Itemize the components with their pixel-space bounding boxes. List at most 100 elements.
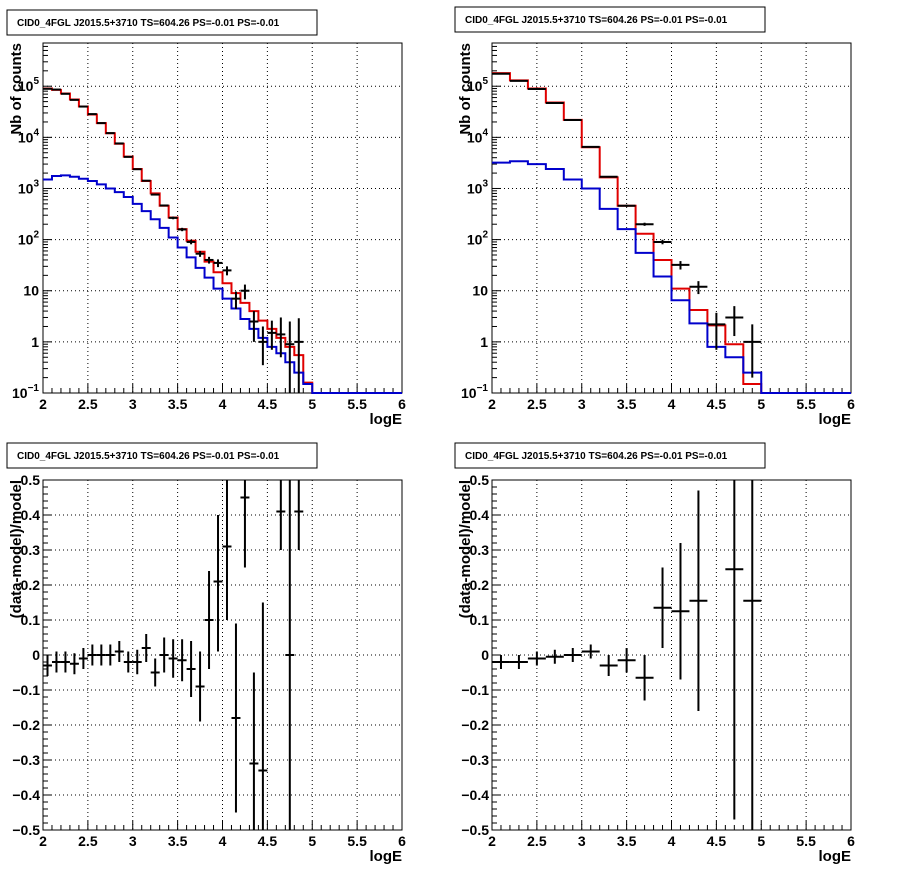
data-point	[707, 312, 726, 350]
x-tick-label: 2	[39, 396, 47, 412]
x-tick-label: 3.5	[617, 396, 637, 412]
x-tick-label: 3	[129, 833, 137, 849]
x-tick-label: 5.5	[796, 833, 816, 849]
axis-ticks	[42, 42, 403, 394]
x-tick-label: 5.5	[347, 396, 367, 412]
data-point	[581, 644, 600, 659]
chart-title: CID0_4FGL J2015.5+3710 TS=604.26 PS=-0.0…	[465, 451, 728, 462]
x-tick-label: 3.5	[168, 396, 188, 412]
data-point	[743, 480, 762, 830]
data-point	[689, 490, 708, 711]
data-point	[150, 658, 160, 687]
y-tick-label: −0.3	[12, 752, 40, 768]
y-tick-label: 102	[467, 230, 489, 248]
y-tick-label: −0.1	[461, 682, 489, 698]
data-point	[69, 98, 79, 101]
x-axis-label: logE	[819, 411, 852, 428]
data-point	[51, 651, 61, 673]
data-point	[249, 311, 259, 342]
data-point	[671, 261, 690, 270]
y-tick-label: 0.1	[470, 612, 490, 628]
data-point	[276, 480, 286, 550]
x-tick-label: 4.5	[258, 833, 278, 849]
x-tick-label: 5	[308, 396, 316, 412]
data-point	[60, 92, 70, 95]
plot-frame	[42, 42, 403, 394]
data-point	[69, 653, 79, 675]
title-box	[454, 442, 766, 469]
y-tick-label: 0.3	[470, 542, 490, 558]
y-tick-label: 0.2	[21, 577, 41, 593]
y-tick-label: −0.4	[12, 787, 40, 803]
x-tick-label: 4	[668, 833, 676, 849]
data-point	[114, 142, 124, 145]
axis-ticks	[491, 42, 852, 394]
axis-ticks	[491, 479, 852, 831]
y-tick-label: 0.5	[21, 472, 41, 488]
data-point	[177, 227, 187, 232]
x-tick-label: 3.5	[168, 833, 188, 849]
y-tick-label: −0.3	[461, 752, 489, 768]
data-point	[177, 639, 187, 682]
x-axis-label: logE	[370, 848, 403, 865]
x-tick-label: 5	[308, 833, 316, 849]
data-point	[195, 250, 205, 257]
data-point	[204, 256, 214, 264]
data-point	[285, 321, 295, 393]
data-point	[743, 324, 762, 378]
y-tick-label: 104	[18, 127, 40, 145]
series-model_total	[492, 72, 851, 394]
data-point	[267, 320, 277, 350]
data-point	[123, 155, 133, 158]
x-tick-label: 4	[219, 396, 227, 412]
x-tick-label: 4	[668, 396, 676, 412]
y-tick-label: −0.2	[461, 717, 489, 733]
y-tick-label: 0.2	[470, 577, 490, 593]
x-tick-label: 3.5	[617, 833, 637, 849]
x-tick-label: 2	[488, 833, 496, 849]
data-point	[168, 216, 178, 220]
data-point	[141, 179, 151, 182]
y-tick-label: 10−1	[461, 383, 488, 401]
data-point	[168, 639, 178, 678]
series-model_component	[492, 160, 851, 394]
x-tick-label: 4	[219, 833, 227, 849]
data-point	[249, 672, 259, 830]
x-tick-label: 2.5	[78, 833, 98, 849]
y-tick-label: 1	[480, 334, 488, 350]
data-point	[725, 480, 744, 820]
x-axis-label: logE	[370, 411, 403, 428]
y-tick-label: 0.1	[21, 612, 41, 628]
data-point	[231, 623, 241, 813]
data-point	[159, 204, 169, 207]
y-tick-label: 0.4	[470, 507, 490, 523]
data-point	[635, 222, 654, 226]
data-point	[204, 571, 214, 669]
y-tick-label: −0.2	[12, 717, 40, 733]
data-point	[141, 634, 151, 662]
data-point	[240, 284, 250, 300]
data-point	[105, 644, 115, 666]
x-tick-label: 2	[39, 833, 47, 849]
data-point	[240, 480, 250, 568]
data-point	[159, 637, 169, 673]
data-point	[617, 204, 636, 207]
data-point	[653, 567, 672, 648]
data-point	[78, 648, 88, 669]
y-tick-label: 105	[467, 76, 489, 94]
data-point	[222, 480, 232, 620]
y-axis-label: Nb of counts	[457, 43, 474, 135]
chart-panel-top-right: 2 2.5 3 3.5 4 4.5 5 5.5 6 10−1 1 10 102 103 104 105 logE…	[454, 6, 855, 428]
x-tick-label: 3	[578, 833, 586, 849]
y-tick-label: 0.4	[21, 507, 41, 523]
x-tick-label: 2	[488, 396, 496, 412]
data-point	[563, 119, 582, 122]
x-axis-label: logE	[819, 848, 852, 865]
y-tick-label: −0.5	[12, 822, 40, 838]
plot-frame	[42, 479, 403, 831]
y-tick-label: 10	[23, 283, 39, 299]
data-point	[545, 649, 564, 664]
data-point	[60, 651, 70, 673]
data-point	[527, 651, 546, 666]
